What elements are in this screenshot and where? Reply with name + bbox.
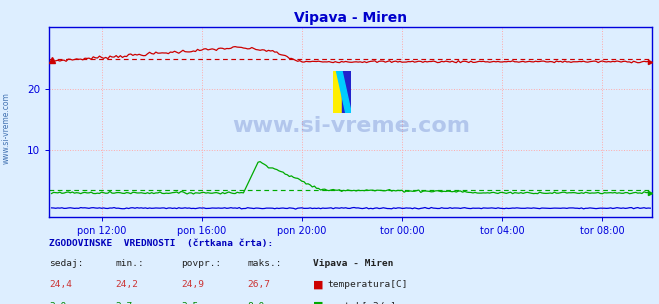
Text: 3,0: 3,0 bbox=[49, 302, 67, 304]
Text: ZGODOVINSKE  VREDNOSTI  (črtkana črta):: ZGODOVINSKE VREDNOSTI (črtkana črta): bbox=[49, 239, 273, 248]
Text: 8,0: 8,0 bbox=[247, 302, 264, 304]
Text: 26,7: 26,7 bbox=[247, 280, 270, 289]
Text: 24,9: 24,9 bbox=[181, 280, 204, 289]
Text: 2,7: 2,7 bbox=[115, 302, 132, 304]
Text: 24,2: 24,2 bbox=[115, 280, 138, 289]
Text: 3,5: 3,5 bbox=[181, 302, 198, 304]
Title: Vipava - Miren: Vipava - Miren bbox=[295, 11, 407, 25]
Text: ■: ■ bbox=[313, 301, 324, 304]
Text: ■: ■ bbox=[313, 279, 324, 289]
Text: temperatura[C]: temperatura[C] bbox=[328, 280, 408, 289]
Text: povpr.:: povpr.: bbox=[181, 259, 221, 268]
Text: min.:: min.: bbox=[115, 259, 144, 268]
Polygon shape bbox=[337, 71, 351, 113]
Polygon shape bbox=[333, 71, 342, 113]
Text: 24,4: 24,4 bbox=[49, 280, 72, 289]
Text: pretok[m3/s]: pretok[m3/s] bbox=[328, 302, 397, 304]
Text: www.si-vreme.com: www.si-vreme.com bbox=[2, 92, 11, 164]
Text: Vipava - Miren: Vipava - Miren bbox=[313, 259, 393, 268]
Text: maks.:: maks.: bbox=[247, 259, 281, 268]
Polygon shape bbox=[342, 71, 351, 113]
Text: www.si-vreme.com: www.si-vreme.com bbox=[232, 116, 470, 136]
Text: sedaj:: sedaj: bbox=[49, 259, 84, 268]
